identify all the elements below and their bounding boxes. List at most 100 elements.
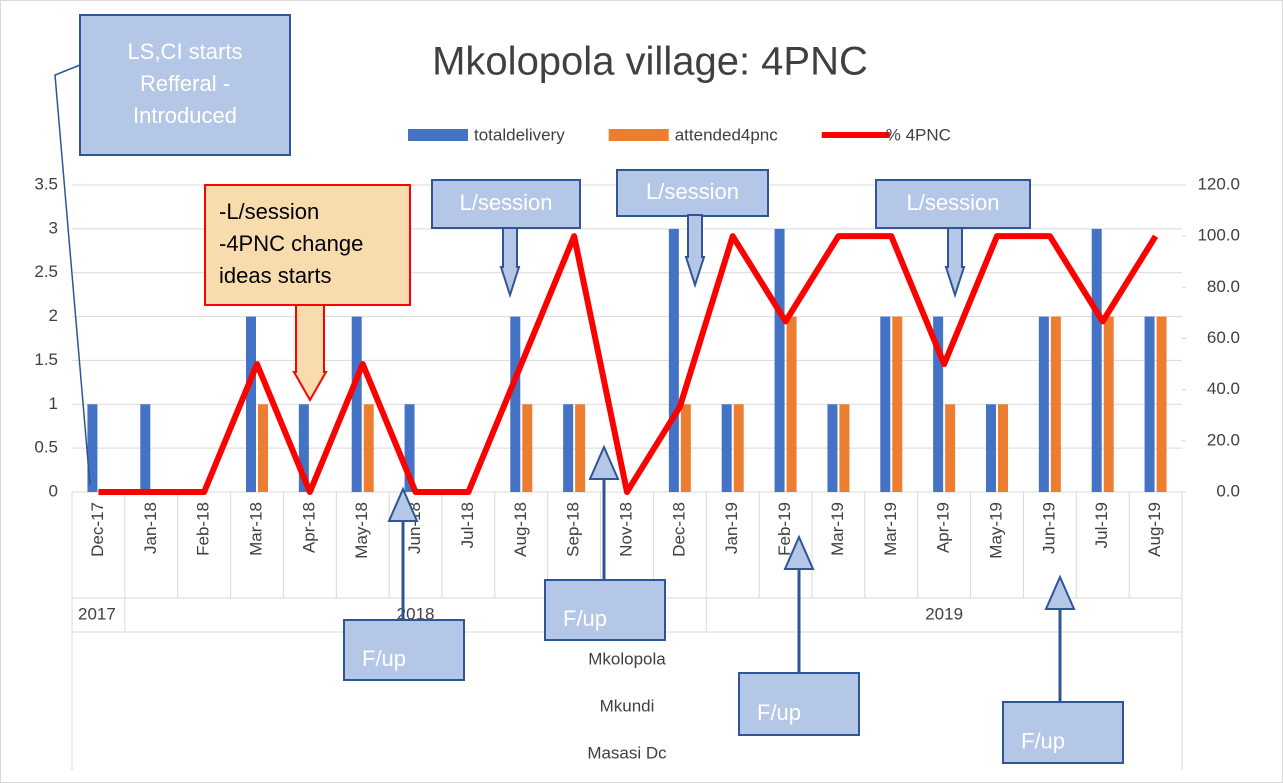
y2-tick-label: 40.0 xyxy=(1207,379,1240,398)
bar xyxy=(1038,316,1049,492)
bar xyxy=(680,404,691,492)
x-tick-label: Nov-18 xyxy=(616,502,635,557)
legend-label: totaldelivery xyxy=(474,125,565,144)
y-tick-label: 1 xyxy=(49,394,58,413)
annotation: L/session xyxy=(616,169,769,289)
y-tick-label: 0.5 xyxy=(34,438,58,457)
annotation-text: F/up xyxy=(563,606,607,631)
annotation-text: F/up xyxy=(362,646,406,671)
annotation-text: -L/session xyxy=(219,199,319,224)
x-tick-label: Mar-19 xyxy=(881,502,900,556)
annotation-text: L/session xyxy=(460,190,553,215)
x-tick-label: Jul-19 xyxy=(1092,502,1111,548)
y-tick-label: 3 xyxy=(49,218,58,237)
bar xyxy=(892,316,903,492)
annotation-arrow xyxy=(684,214,706,289)
bar xyxy=(563,404,574,492)
bar xyxy=(1144,316,1155,492)
x-tick-label: May-18 xyxy=(352,502,371,559)
y-tick-label: 1.5 xyxy=(34,350,58,369)
y2-tick-label: 120.0 xyxy=(1197,174,1240,193)
bar xyxy=(733,404,744,492)
legend-swatch xyxy=(408,129,468,141)
annotation: L/session xyxy=(875,179,1031,299)
outer-level-label: Mkolopola xyxy=(588,649,666,668)
annotation-text: Introduced xyxy=(133,103,237,128)
annotation-arrow xyxy=(499,227,521,299)
bar xyxy=(880,316,891,492)
x-tick-label: May-19 xyxy=(986,502,1005,559)
annotation-box xyxy=(875,179,1031,229)
bar xyxy=(351,316,362,492)
annotation-arrow-head xyxy=(1044,574,1076,610)
y2-tick-label: 0.0 xyxy=(1216,481,1240,500)
bar xyxy=(246,316,256,492)
annotation: F/up xyxy=(738,534,860,736)
x-tick-label: Dec-18 xyxy=(669,502,688,557)
bar xyxy=(986,404,996,492)
x-tick-label: Aug-19 xyxy=(1145,502,1164,557)
bar xyxy=(575,404,586,492)
bar xyxy=(510,316,521,492)
line-series xyxy=(98,233,1159,495)
y-tick-label: 2.5 xyxy=(34,262,58,281)
x-tick-label: Apr-19 xyxy=(934,502,953,553)
annotation-box xyxy=(1002,701,1124,764)
annotation-text: Refferal - xyxy=(140,71,230,96)
bar xyxy=(998,404,1008,492)
annotation-box xyxy=(616,169,769,217)
annotation-text: LS,CI starts xyxy=(128,39,243,64)
bar xyxy=(1103,316,1114,492)
annotation-arrow-head xyxy=(387,486,419,522)
bar xyxy=(839,404,850,492)
y-tick-label: 2 xyxy=(49,306,58,325)
annotation-text: F/up xyxy=(757,700,801,725)
bar xyxy=(140,404,151,492)
legend-swatch xyxy=(608,129,669,141)
bar xyxy=(404,404,415,492)
x-tick-label: Mar-18 xyxy=(246,502,265,556)
bar xyxy=(363,404,374,492)
x-tick-label: Sep-18 xyxy=(564,502,583,557)
outer-level-label: Masasi Dc xyxy=(587,743,667,762)
y-tick-label: 3.5 xyxy=(34,174,58,193)
bar xyxy=(522,404,533,492)
legend-label: % 4PNC xyxy=(886,125,951,144)
annotation: LS,CI starts Refferal - Introduced xyxy=(54,14,291,486)
group-label: 2018 xyxy=(397,604,435,623)
bar xyxy=(774,228,785,492)
bar xyxy=(1091,228,1102,492)
outer-level-label: Mkundi xyxy=(600,696,655,715)
x-tick-label: Feb-18 xyxy=(194,502,213,556)
x-tick-label: Aug-18 xyxy=(511,502,530,557)
annotation-arrow-head xyxy=(783,534,815,570)
bar xyxy=(786,316,797,492)
annotation-text: L/session xyxy=(646,179,739,204)
annotation: F/up xyxy=(1002,574,1124,764)
bar xyxy=(298,404,309,492)
bar xyxy=(1050,316,1061,492)
bar xyxy=(933,316,944,492)
annotation: -L/session -4PNC change ideas starts xyxy=(204,184,411,403)
annotation-text: F/up xyxy=(1021,728,1065,753)
annotation-text: ideas starts xyxy=(219,263,332,288)
x-tick-label: Jan-18 xyxy=(141,502,160,554)
annotation-box xyxy=(544,579,666,641)
annotation-text: -4PNC change xyxy=(219,231,363,256)
annotation-connector xyxy=(54,64,91,486)
y2-tick-label: 60.0 xyxy=(1207,328,1240,347)
x-tick-label: Jun-19 xyxy=(1039,502,1058,554)
annotation-arrow xyxy=(292,304,328,403)
annotation-box xyxy=(204,184,411,306)
group-label: 2019 xyxy=(925,604,963,623)
annotation: F/up xyxy=(343,486,465,681)
legend-label: attended4pnc xyxy=(675,125,779,144)
bar xyxy=(258,404,268,492)
y2-tick-label: 80.0 xyxy=(1207,277,1240,296)
annotation: F/up xyxy=(544,444,666,641)
annotation-arrow-head xyxy=(588,444,620,480)
bar xyxy=(87,404,98,492)
chart-title: Mkolopola village: 4PNC xyxy=(432,40,868,84)
annotation-text: L/session xyxy=(907,190,1000,215)
